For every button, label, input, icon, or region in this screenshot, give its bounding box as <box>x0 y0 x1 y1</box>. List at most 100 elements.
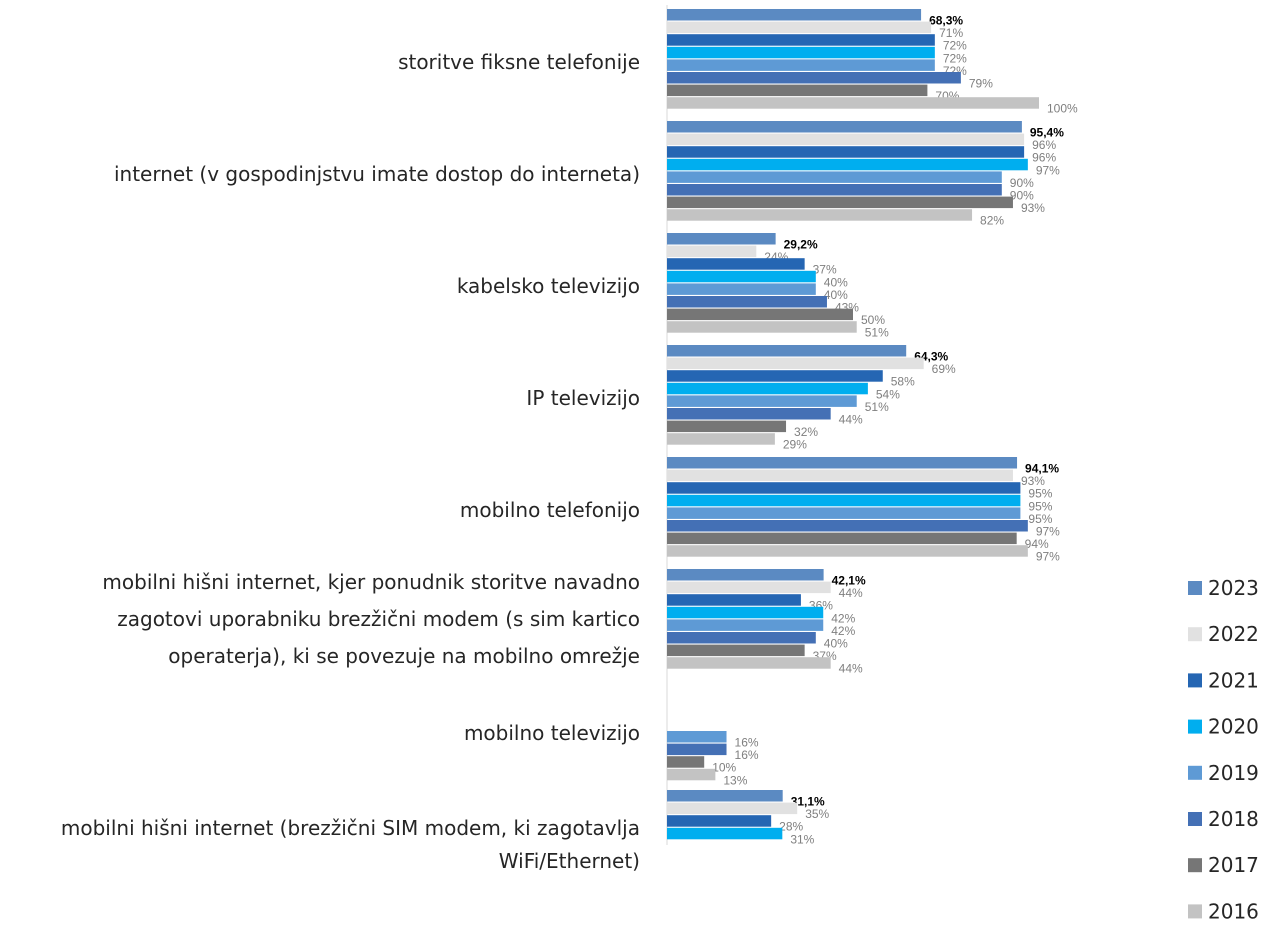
category-label: IP televizijo <box>526 386 640 410</box>
data-label-2018: 16% <box>735 748 759 762</box>
data-label-2021: 28% <box>779 820 803 834</box>
data-label-2023: 95,4% <box>1030 126 1064 140</box>
data-label-2021: 72% <box>943 39 967 53</box>
bar-2016 <box>667 97 1039 109</box>
data-label-2023: 29,2% <box>784 238 818 252</box>
data-label-2023: 94,1% <box>1025 462 1059 476</box>
bar-2020 <box>667 158 1028 171</box>
legend-label-2023: 2023 <box>1208 576 1259 600</box>
bar-2023 <box>667 569 824 581</box>
bar-2019 <box>667 619 824 631</box>
legend-label-2021: 2021 <box>1208 668 1259 692</box>
data-label-2022: 71% <box>939 26 963 40</box>
data-label-2016: 29% <box>783 438 807 452</box>
bar-2016 <box>667 768 716 781</box>
data-label-2016: 13% <box>723 773 747 787</box>
legend-swatch-2017 <box>1188 858 1202 873</box>
bar-2018 <box>667 520 1028 532</box>
legend-swatch-2019 <box>1188 765 1202 780</box>
data-label-2022: 35% <box>805 807 829 821</box>
bar-2016 <box>667 433 775 445</box>
category-label: kabelsko televizijo <box>457 274 640 298</box>
bar-2018 <box>667 632 816 644</box>
bar-2021 <box>667 370 883 382</box>
bar-2019 <box>667 395 857 407</box>
legend-label-2019: 2019 <box>1208 761 1259 785</box>
bar-2020 <box>667 606 824 619</box>
data-label-2023: 68,3% <box>929 14 963 28</box>
bar-2022 <box>667 802 798 815</box>
category-label: mobilno telefonijo <box>460 498 640 522</box>
bar-2021 <box>667 258 805 270</box>
legend-label-2018: 2018 <box>1208 807 1259 831</box>
data-label-2022: 93% <box>1021 474 1045 488</box>
bar-2017 <box>667 756 705 768</box>
bar-2020 <box>667 46 935 59</box>
bar-2023 <box>667 233 776 245</box>
data-label-2016: 97% <box>1036 550 1060 564</box>
bar-2018 <box>667 408 831 420</box>
bar-2022 <box>667 581 831 594</box>
bar-2022 <box>667 21 932 34</box>
data-label-2017: 50% <box>861 313 885 327</box>
bar-2018 <box>667 184 1002 196</box>
bar-2023 <box>667 121 1022 133</box>
data-label-2017: 94% <box>1025 537 1049 551</box>
category-label: zagotovi uporabniku brezžični modem (s s… <box>117 607 640 631</box>
data-label-2021: 96% <box>1032 151 1056 165</box>
data-label-2020: 31% <box>790 832 814 846</box>
bar-2021 <box>667 482 1021 494</box>
bar-2023 <box>667 790 783 802</box>
data-label-2020: 54% <box>876 387 900 401</box>
data-label-2019: 40% <box>824 288 848 302</box>
bar-2018 <box>667 743 727 756</box>
bar-2023 <box>667 9 922 21</box>
bar-2016 <box>667 209 973 221</box>
bar-2020 <box>667 494 1021 507</box>
data-label-2018: 79% <box>969 77 993 91</box>
bar-2017 <box>667 308 853 321</box>
legend-swatch-2018 <box>1188 812 1202 826</box>
data-label-2020: 40% <box>824 275 848 289</box>
bar-2016 <box>667 657 831 669</box>
bar-2017 <box>667 420 787 433</box>
data-label-2016: 44% <box>839 662 863 676</box>
data-label-2019: 16% <box>735 736 759 750</box>
data-label-2017: 32% <box>794 425 818 439</box>
category-label: storitve fiksne telefonije <box>398 50 640 74</box>
bar-2017 <box>667 84 928 97</box>
category-label: operaterja), ki se povezuje na mobilno o… <box>168 644 640 668</box>
data-label-2019: 42% <box>831 624 855 638</box>
legend-label-2017: 2017 <box>1208 853 1259 877</box>
data-label-2017: 10% <box>712 761 736 775</box>
data-label-2023: 31,1% <box>791 795 825 809</box>
bar-2023 <box>667 345 907 357</box>
data-label-2020: 72% <box>943 51 967 65</box>
legend-swatch-2021 <box>1188 673 1202 688</box>
category-label: internet (v gospodinjstvu imate dostop d… <box>114 162 640 186</box>
bar-2020 <box>667 827 783 840</box>
data-label-2018: 90% <box>1010 189 1034 203</box>
legend-label-2022: 2022 <box>1208 622 1259 646</box>
data-label-2022: 44% <box>839 586 863 600</box>
data-label-2018: 44% <box>839 413 863 427</box>
bar-2017 <box>667 644 805 657</box>
bar-2016 <box>667 321 857 333</box>
legend-swatch-2022 <box>1188 627 1202 642</box>
bar-2022 <box>667 469 1013 482</box>
bar-2019 <box>667 59 935 71</box>
data-label-2020: 42% <box>831 611 855 625</box>
data-label-2019: 90% <box>1010 176 1034 190</box>
bar-2023 <box>667 457 1018 469</box>
bar-2020 <box>667 382 868 395</box>
bar-2021 <box>667 594 801 606</box>
bar-2019 <box>667 171 1002 183</box>
bar-2017 <box>667 196 1013 209</box>
bar-2018 <box>667 296 827 308</box>
legend-swatch-2016 <box>1188 904 1202 919</box>
bar-2019 <box>667 507 1021 519</box>
bar-2021 <box>667 815 772 827</box>
bar-2022 <box>667 245 757 258</box>
data-label-2020: 95% <box>1028 499 1052 513</box>
category-label: mobilno televizijo <box>464 721 640 745</box>
